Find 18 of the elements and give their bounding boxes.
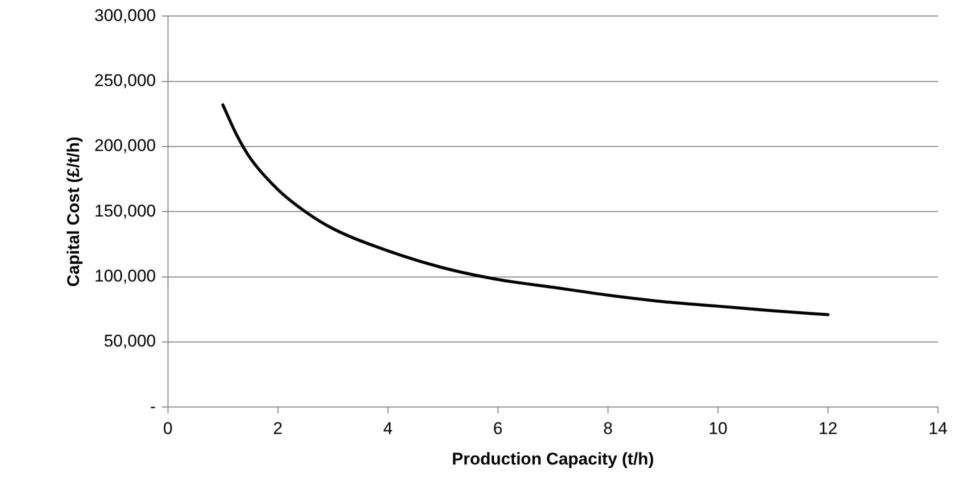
y-tick-label: 200,000 bbox=[94, 136, 156, 156]
y-tick-label: 250,000 bbox=[94, 71, 156, 90]
y-tick-label: 150,000 bbox=[94, 201, 156, 220]
y-tick-label: 100,000 bbox=[94, 266, 156, 286]
y-tick-label: 300,000 bbox=[94, 6, 156, 25]
x-tick-label: 12 bbox=[818, 419, 838, 438]
x-tick-label: 10 bbox=[708, 419, 728, 438]
x-tick-label: 2 bbox=[273, 419, 283, 438]
y-tick-label: 50,000 bbox=[104, 332, 156, 351]
x-axis-title: Production Capacity (t/h) bbox=[452, 449, 654, 468]
x-tick-label: 6 bbox=[493, 419, 503, 438]
x-tick-label: 0 bbox=[163, 419, 173, 438]
x-tick-label: 14 bbox=[928, 419, 948, 438]
y-tick-label: - bbox=[150, 396, 156, 416]
y-axis-title: Capital Cost (£/t/h) bbox=[64, 136, 83, 287]
x-tick-label: 8 bbox=[603, 419, 613, 438]
x-tick-label: 4 bbox=[383, 419, 393, 438]
line-series bbox=[221, 103, 830, 316]
